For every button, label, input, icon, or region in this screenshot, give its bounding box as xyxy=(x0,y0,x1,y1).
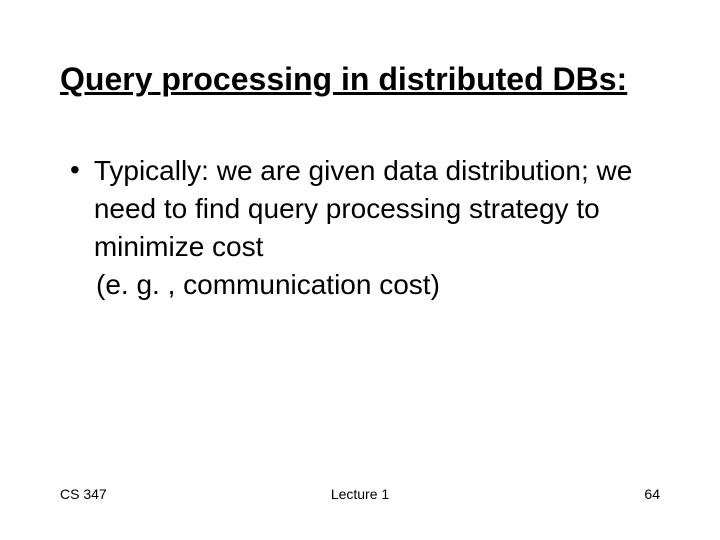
slide-title: Query processing in distributed DBs: xyxy=(60,60,660,98)
slide-footer: CS 347 Lecture 1 64 xyxy=(0,486,720,502)
bullet-continuation: (e. g. , communication cost) xyxy=(96,266,660,304)
slide: Query processing in distributed DBs: • T… xyxy=(0,0,720,540)
footer-left: CS 347 xyxy=(60,486,107,502)
bullet-item: • Typically: we are given data distribut… xyxy=(70,152,660,265)
bullet-text: Typically: we are given data distributio… xyxy=(94,152,660,265)
bullet-marker: • xyxy=(70,152,80,188)
footer-center: Lecture 1 xyxy=(331,486,389,502)
footer-right: 64 xyxy=(644,486,660,502)
